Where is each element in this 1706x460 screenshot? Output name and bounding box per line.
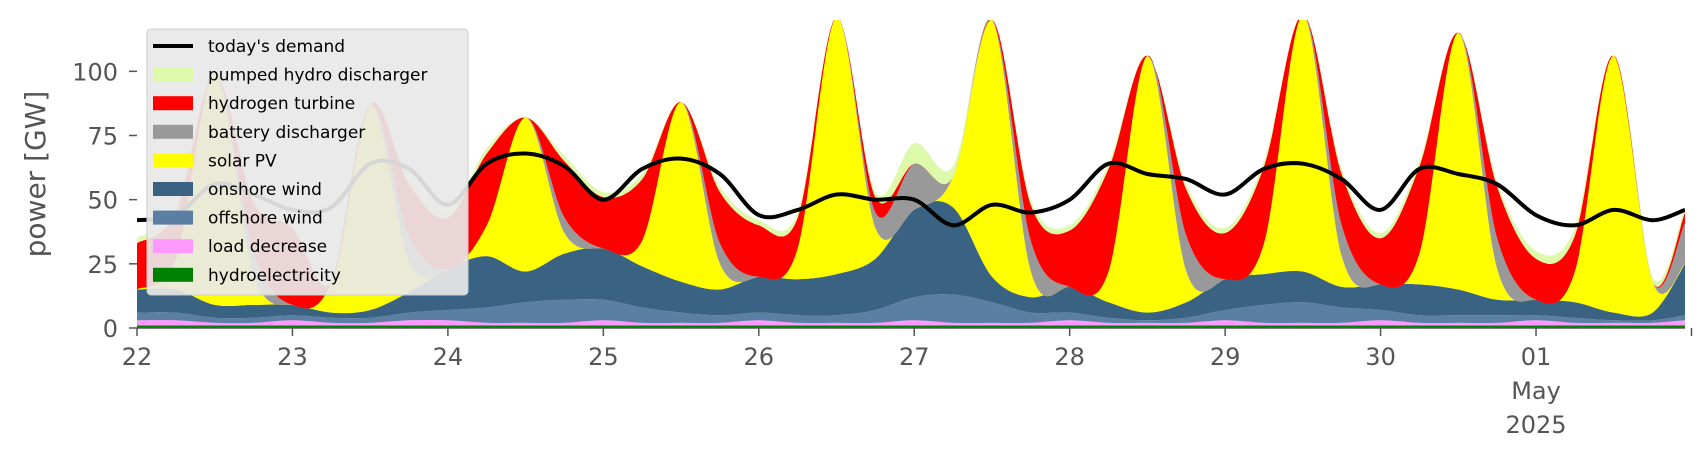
x-tick-label: 25	[588, 343, 619, 371]
y-tick-label: 0	[103, 315, 118, 343]
x-tick-label-secondary: 2025	[1505, 411, 1566, 439]
legend-swatch-load-decrease	[153, 239, 193, 254]
legend-swatch-battery-discharger	[153, 124, 193, 139]
legend-swatch-offshore-wind	[153, 210, 193, 225]
y-axis-label: power [GW]	[19, 91, 52, 258]
y-tick-label: 50	[87, 187, 118, 215]
legend-label-battery-discharger: battery discharger	[208, 123, 365, 143]
legend-label-offshore-wind: offshore wind	[208, 209, 323, 229]
legend-label-pumped-hydro-discharger: pumped hydro discharger	[208, 66, 427, 86]
legend-label-solar-pv: solar PV	[208, 151, 277, 171]
x-tick-label: 23	[277, 343, 308, 371]
legend: today's demand pumped hydro discharger hyd…	[146, 28, 469, 296]
area-offshore-wind	[137, 294, 1685, 324]
area-pumped-hydro-discharger	[137, 20, 1685, 287]
legend-box	[146, 28, 469, 296]
area-solar-pv	[137, 20, 1685, 317]
area-onshore-wind	[137, 200, 1685, 321]
x-tick-label: 27	[899, 343, 930, 371]
legend-swatch-pumped-hydro-discharger	[153, 67, 193, 82]
x-tick-label: 29	[1210, 343, 1241, 371]
x-tick-label: 24	[433, 343, 464, 371]
x-tick-label: 01	[1521, 343, 1552, 371]
x-tick-label: 30	[1365, 343, 1396, 371]
legend-swatch-onshore-wind	[153, 182, 193, 196]
y-tick-label: 100	[72, 58, 118, 86]
x-tick-label: 22	[122, 343, 153, 371]
area-load-decrease	[137, 320, 1685, 326]
legend-label-hydroelectricity: hydroelectricity	[208, 266, 341, 286]
x-ticks: 22 23 24 25 26 27 28 29 30 01 May 2025	[122, 328, 1693, 439]
legend-label-onshore-wind: onshore wind	[208, 180, 322, 200]
legend-swatch-solar-pv	[153, 153, 193, 168]
y-tick-label: 75	[87, 123, 118, 151]
legend-label-hydrogen-turbine: hydrogen turbine	[208, 94, 355, 114]
x-tick-label: 26	[744, 343, 775, 371]
legend-swatch-hydroelectricity	[153, 267, 193, 282]
x-tick-label-secondary: May	[1511, 377, 1561, 405]
legend-label-today-s-demand: today's demand	[208, 37, 345, 57]
x-tick-label: 28	[1054, 343, 1085, 371]
legend-swatch-hydrogen-turbine	[153, 96, 193, 111]
y-ticks: 0 25 50 75 100	[72, 58, 137, 343]
legend-label-load-decrease: load decrease	[208, 237, 327, 257]
y-tick-label: 25	[87, 251, 118, 279]
